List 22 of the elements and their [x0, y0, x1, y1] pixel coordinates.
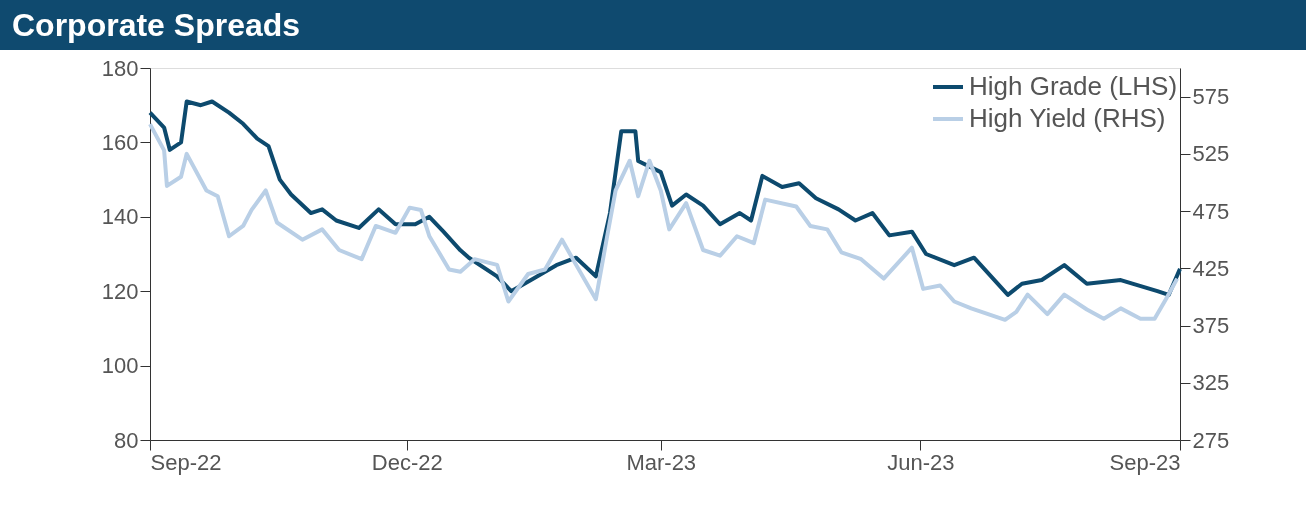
chart-title: Corporate Spreads [12, 7, 301, 43]
x-tick-label: Jun-23 [887, 449, 955, 475]
y2-tick-label: 275 [1192, 427, 1230, 453]
y-tick-label: 120 [101, 278, 139, 304]
x-tick-label: Sep-22 [150, 449, 222, 475]
x-tick-label: Sep-23 [1109, 449, 1181, 475]
y2-tick-label: 325 [1192, 370, 1230, 396]
y2-tick-label: 475 [1192, 198, 1230, 224]
legend-label: High Grade (LHS) [969, 71, 1178, 101]
y-tick-label: 160 [101, 129, 139, 155]
y-tick-label: 100 [101, 353, 139, 379]
x-tick-label: Dec-22 [371, 449, 443, 475]
y2-tick-label: 575 [1192, 84, 1230, 110]
y2-tick-label: 375 [1192, 313, 1230, 339]
y2-tick-label: 525 [1192, 141, 1230, 167]
y-tick-label: 80 [114, 427, 139, 453]
y2-tick-label: 425 [1192, 255, 1230, 281]
y-tick-label: 140 [101, 204, 139, 230]
x-tick-label: Mar-23 [626, 449, 697, 475]
line-series [148, 99, 1182, 297]
y-tick-label: 180 [101, 55, 139, 81]
legend-label: High Yield (RHS) [969, 103, 1166, 133]
